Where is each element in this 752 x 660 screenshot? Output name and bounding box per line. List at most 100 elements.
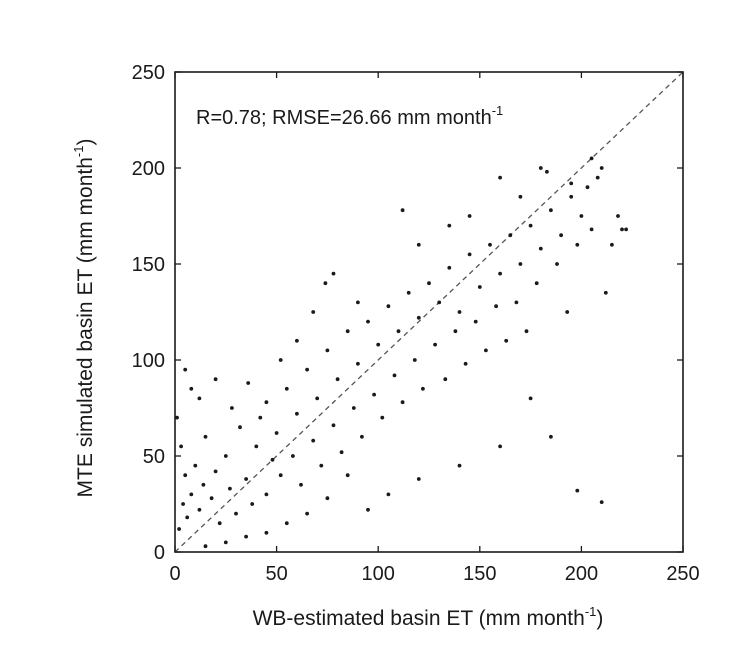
data-point <box>254 444 259 449</box>
data-point <box>311 310 316 314</box>
data-point <box>599 166 604 170</box>
data-point <box>518 194 523 199</box>
data-point <box>504 338 509 343</box>
data-point <box>569 194 574 199</box>
data-point <box>238 425 242 430</box>
data-point <box>197 396 202 401</box>
data-point <box>555 262 559 266</box>
data-point <box>457 310 462 314</box>
data-point <box>589 156 594 161</box>
data-point <box>366 507 370 512</box>
plot-frame <box>174 71 684 553</box>
stats-annotation: R=0.78; RMSE=26.66 mm month-1 <box>196 103 503 129</box>
y-tick-label: 100 <box>132 350 165 372</box>
data-point <box>189 492 194 497</box>
data-point <box>244 477 249 481</box>
data-point <box>284 521 289 526</box>
data-point <box>325 348 330 353</box>
plot-area <box>174 71 684 553</box>
data-point <box>356 300 360 305</box>
data-point <box>575 488 580 493</box>
data-point <box>270 457 275 462</box>
data-point <box>545 169 549 174</box>
data-point <box>185 515 190 520</box>
data-point <box>610 242 614 247</box>
data-point <box>579 214 584 218</box>
data-point <box>534 281 539 286</box>
x-tick-label: 150 <box>463 563 496 585</box>
data-point <box>264 400 269 405</box>
data-point <box>624 227 628 232</box>
data-point <box>488 242 492 247</box>
data-point <box>565 310 570 314</box>
data-point <box>467 214 472 218</box>
data-point <box>181 502 186 506</box>
data-point <box>538 246 543 251</box>
data-point <box>339 450 344 455</box>
data-point <box>291 454 295 458</box>
data-point <box>467 252 472 257</box>
data-point <box>575 242 580 247</box>
data-point <box>421 386 425 391</box>
data-point <box>416 315 421 320</box>
data-point <box>437 300 442 305</box>
data-point <box>498 271 502 276</box>
data-point <box>183 367 188 372</box>
data-point <box>234 511 238 516</box>
x-tick-label: 200 <box>565 563 598 585</box>
data-point <box>356 361 360 366</box>
data-point <box>274 431 279 435</box>
data-point <box>244 534 249 539</box>
data-point <box>183 473 188 478</box>
data-point <box>284 386 289 391</box>
data-point <box>433 342 437 347</box>
data-point <box>400 208 405 213</box>
data-point <box>203 544 208 549</box>
data-point <box>603 290 608 295</box>
data-point <box>278 473 283 478</box>
data-point <box>345 473 350 478</box>
data-point <box>345 329 350 334</box>
data-point <box>569 181 574 186</box>
data-point <box>217 521 222 526</box>
data-point <box>213 377 218 382</box>
data-point <box>203 434 208 439</box>
data-point <box>498 175 502 180</box>
data-point <box>360 434 364 439</box>
data-point <box>589 227 594 232</box>
data-point <box>416 477 421 481</box>
data-point <box>264 530 269 535</box>
data-point <box>201 482 206 487</box>
data-point <box>498 444 502 449</box>
data-point <box>376 342 381 347</box>
data-point <box>473 319 478 324</box>
data-point <box>213 469 218 474</box>
axis-ticks: 0 50 100 150 200 250 0 50 100 150 200 250 <box>132 62 700 585</box>
data-point <box>416 242 421 247</box>
data-point <box>246 381 251 385</box>
data-point <box>514 300 519 305</box>
data-point <box>447 223 452 228</box>
data-point <box>250 502 255 506</box>
data-point <box>305 367 309 372</box>
data-point <box>223 454 228 458</box>
data-point <box>197 507 202 512</box>
y-tick-label: 200 <box>132 158 165 180</box>
data-point <box>315 396 320 401</box>
data-point <box>228 486 232 491</box>
data-point <box>457 463 462 468</box>
data-point <box>325 496 330 501</box>
data-point <box>538 166 543 170</box>
data-point <box>447 265 452 270</box>
data-point <box>366 319 370 324</box>
data-point <box>189 386 194 391</box>
data-point <box>599 500 604 504</box>
x-axis-label: WB-estimated basin ET (mm month-1) <box>253 604 604 630</box>
data-point <box>616 214 620 218</box>
data-point <box>230 406 234 410</box>
data-point <box>549 208 553 213</box>
data-point <box>427 281 431 286</box>
one-to-one-line <box>174 71 684 553</box>
data-point <box>524 329 529 334</box>
data-point <box>595 175 600 180</box>
